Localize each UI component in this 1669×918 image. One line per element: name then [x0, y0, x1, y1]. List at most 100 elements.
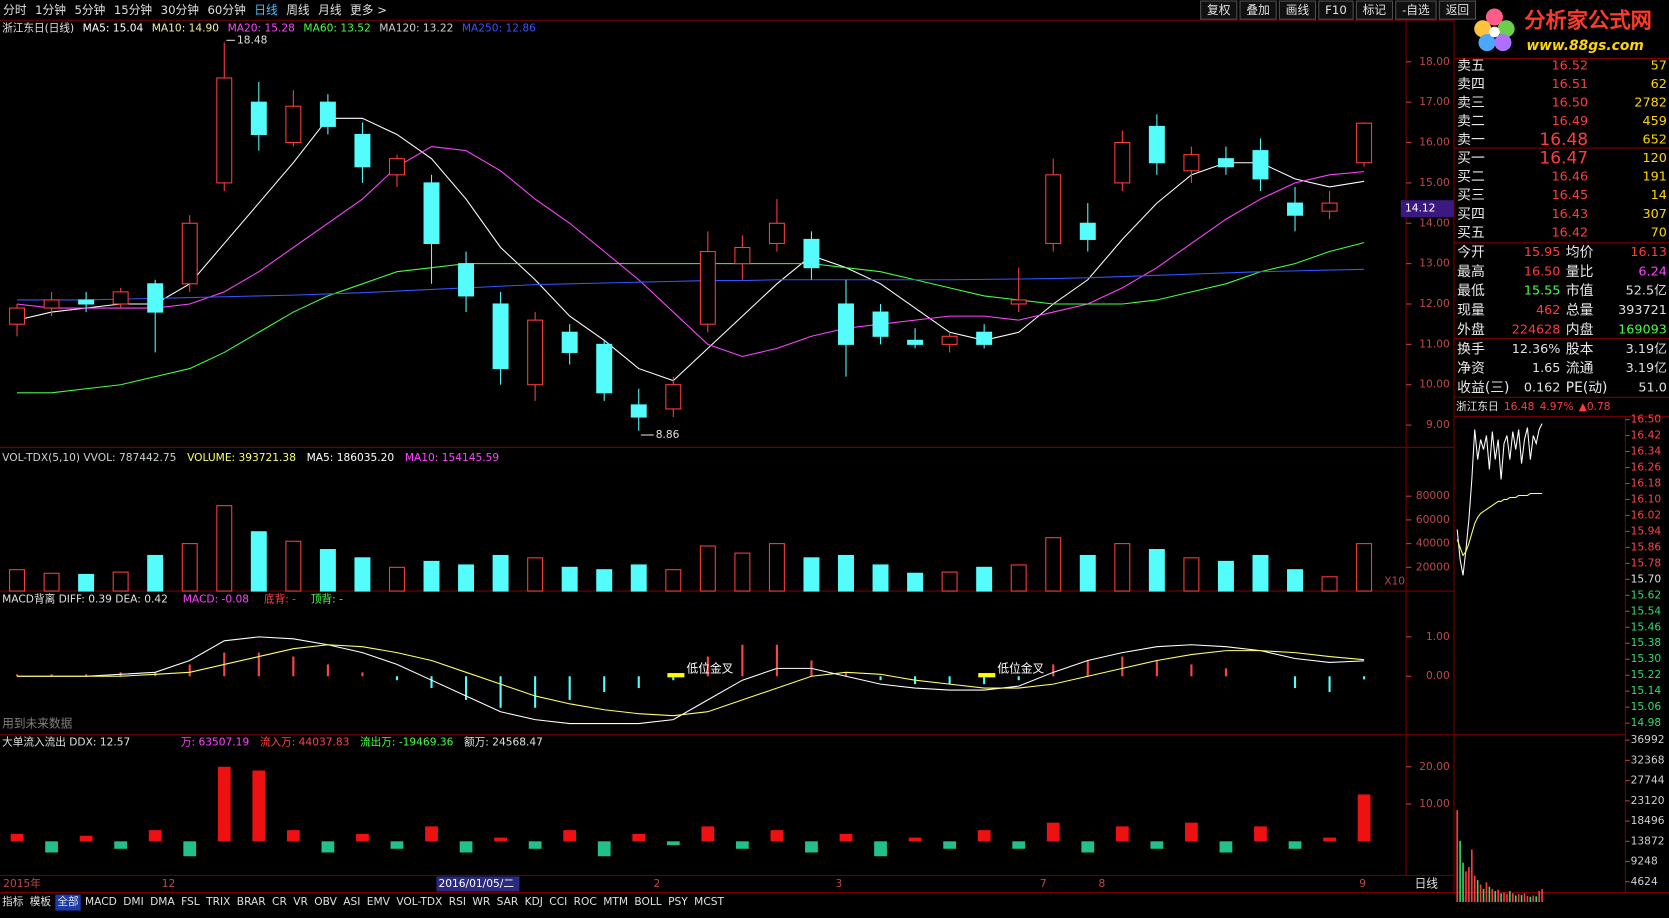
- indicator-tab[interactable]: KDJ: [525, 895, 543, 908]
- ddx-bar: [148, 830, 162, 842]
- toolbar-button[interactable]: [1239, 0, 1277, 20]
- indicator-tab[interactable]: BOLL: [634, 895, 661, 908]
- toolbar-button[interactable]: [1200, 0, 1238, 20]
- y-tick-label: 0.00: [1426, 669, 1450, 682]
- ddx-bar: [943, 841, 957, 849]
- toolbar-button[interactable]: [1395, 0, 1437, 20]
- ddx-bar: [1150, 841, 1164, 849]
- ddx-bar: [805, 841, 818, 853]
- candle-body: [941, 335, 958, 345]
- indicator-tab[interactable]: DMA: [150, 895, 175, 908]
- toolbar-button[interactable]: [1318, 0, 1354, 20]
- toolbar-button-label[interactable]: F10: [1325, 3, 1347, 17]
- stat-value: 224628: [1512, 322, 1561, 337]
- candle-body: [216, 77, 233, 184]
- toolbar-button-label[interactable]: 复权: [1207, 3, 1231, 17]
- candle-body: [907, 339, 924, 345]
- volume-bar: [1287, 569, 1304, 592]
- period-tab[interactable]: 15分钟: [114, 3, 152, 17]
- ddx-bar: [1323, 837, 1336, 842]
- indicator-tab[interactable]: MTM: [603, 895, 628, 908]
- toolbar-button-label[interactable]: 画线: [1286, 3, 1310, 17]
- period-tab[interactable]: 1分钟: [35, 3, 66, 17]
- indicator-tab[interactable]: VR: [293, 895, 308, 908]
- logo-petal: [1478, 34, 1496, 52]
- indicator-tab[interactable]: CR: [272, 895, 287, 908]
- y-tick-label: 15.54: [1631, 604, 1662, 617]
- period-tab[interactable]: 5分钟: [74, 3, 105, 17]
- candle-body: [458, 263, 475, 297]
- order-label: 卖三: [1457, 95, 1485, 111]
- period-tab[interactable]: 30分钟: [161, 3, 199, 17]
- high-label: 18.48: [237, 33, 268, 46]
- y-tick-label: 10.00: [1419, 797, 1450, 810]
- indicator-tab[interactable]: OBV: [314, 895, 337, 908]
- stat-value: 12.36%: [1512, 342, 1561, 357]
- y-tick-label: 15.78: [1631, 556, 1662, 569]
- stat-value: 0.162: [1524, 381, 1561, 396]
- y-tick-label: 20.00: [1419, 760, 1450, 773]
- toolbar-button-label[interactable]: 标记: [1363, 3, 1387, 17]
- stat-label: 最高: [1457, 263, 1485, 280]
- indicator-tab[interactable]: PSY: [668, 895, 688, 908]
- period-tab[interactable]: 分时: [3, 3, 27, 17]
- toolbar-button[interactable]: [1278, 0, 1317, 20]
- intraday-header: 浙江东日: [1456, 400, 1498, 413]
- ddx-bar: [1081, 841, 1095, 853]
- indicator-tab[interactable]: 模板: [30, 895, 52, 908]
- candle-body: [527, 319, 544, 386]
- volume-bar: [423, 560, 440, 592]
- indicator-tab[interactable]: ROC: [574, 895, 597, 908]
- ddx-bar: [286, 830, 300, 842]
- order-label: 卖二: [1457, 114, 1485, 130]
- volume-bar: [699, 545, 716, 592]
- macd-legend: 顶背: -: [311, 593, 343, 606]
- period-tab[interactable]: 更多 >: [350, 3, 387, 17]
- order-price: 16.48: [1539, 130, 1588, 150]
- indicator-tab[interactable]: CCI: [549, 895, 567, 908]
- ddx-bar: [390, 841, 404, 849]
- indicator-tab[interactable]: RSI: [449, 895, 466, 908]
- indicator-tab[interactable]: 全部: [57, 895, 79, 908]
- ddx-bar: [735, 841, 749, 849]
- indicator-tab[interactable]: ASI: [343, 895, 360, 908]
- volume-bar: [492, 554, 509, 592]
- order-label: 买三: [1457, 188, 1485, 204]
- cursor-date-box: [436, 876, 520, 892]
- indicator-tab[interactable]: TRIX: [205, 895, 230, 908]
- volume-bar: [1217, 560, 1234, 592]
- macd-diff-line: [17, 636, 1365, 725]
- period-tab[interactable]: 60分钟: [207, 3, 245, 17]
- indicator-tab[interactable]: MCST: [694, 895, 724, 908]
- logo-center: [1489, 26, 1500, 38]
- toolbar-button-label[interactable]: -自选: [1402, 3, 1430, 17]
- toolbar-button[interactable]: [1355, 0, 1394, 20]
- indicator-tab[interactable]: DMI: [123, 895, 143, 908]
- toolbar-button-label[interactable]: 返回: [1446, 3, 1469, 17]
- toolbar-button-label[interactable]: 叠加: [1246, 3, 1269, 17]
- indicator-tab[interactable]: VOL-TDX: [396, 895, 442, 908]
- order-volume: 120: [1643, 151, 1667, 166]
- indicator-tab[interactable]: BRAR: [237, 895, 267, 908]
- candle-body: [43, 299, 60, 309]
- ma-line: [16, 146, 1365, 358]
- order-volume: 459: [1643, 114, 1667, 129]
- candle-body: [976, 331, 993, 345]
- y-tick-label: 15.06: [1631, 700, 1662, 713]
- order-label: 买五: [1457, 225, 1485, 241]
- volume-legend: MA10: 154145.59: [405, 451, 500, 464]
- period-tab[interactable]: 日线: [254, 3, 278, 17]
- ma-legend: MA250: 12.86: [462, 22, 536, 35]
- volume-bar: [1079, 554, 1096, 592]
- indicator-tab[interactable]: FSL: [181, 895, 200, 908]
- indicator-tab[interactable]: EMV: [367, 895, 391, 908]
- toolbar-button[interactable]: [1438, 0, 1477, 20]
- indicator-tab[interactable]: SAR: [497, 895, 519, 908]
- low-label: 8.86: [656, 428, 680, 441]
- y-tick-label: 15.00: [1419, 176, 1450, 189]
- indicator-tab[interactable]: 指标: [2, 895, 24, 908]
- indicator-tab[interactable]: WR: [472, 895, 491, 908]
- period-tab[interactable]: 周线: [286, 3, 310, 17]
- period-tab[interactable]: 月线: [318, 3, 342, 17]
- indicator-tab[interactable]: MACD: [85, 895, 117, 908]
